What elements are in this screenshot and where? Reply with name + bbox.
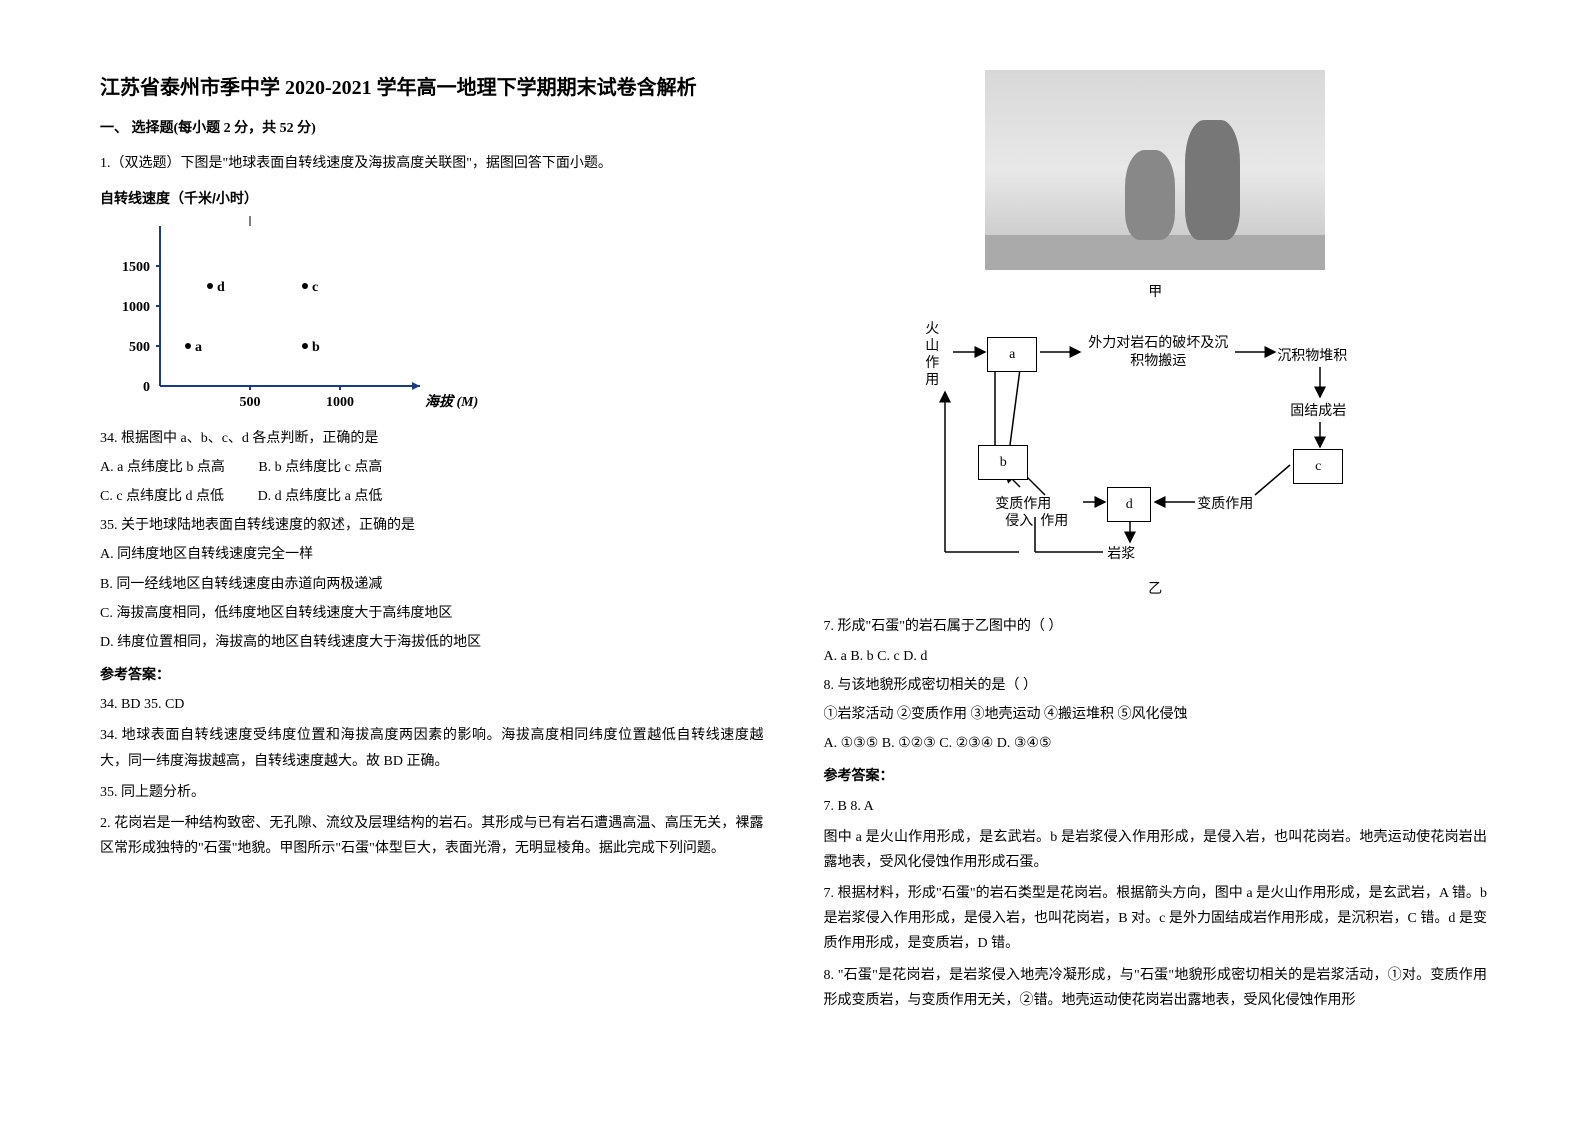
- q2-explain-p3: 8. "石蛋"是花岗岩，是岩浆侵入地壳冷凝形成，与"石蛋"地貌形成密切相关的是岩…: [824, 963, 1488, 1013]
- caption-yi: 乙: [824, 577, 1488, 602]
- q34-opt-b: B. b 点纬度比 c 点高: [258, 455, 382, 480]
- rock-2: [1185, 120, 1240, 240]
- q8-list: ①岩浆活动 ②变质作用 ③地壳运动 ④搬运堆积 ⑤风化侵蚀: [824, 702, 1488, 727]
- caption-jia: 甲: [824, 280, 1488, 305]
- label-metam-right: 变质作用: [1197, 492, 1253, 517]
- photo-ground: [985, 235, 1325, 270]
- svg-text:海拔 (M): 海拔 (M): [425, 393, 478, 410]
- label-action: 作用: [1040, 509, 1068, 534]
- q35-opt-c: C. 海拔高度相同，低纬度地区自转线速度大于高纬度地区: [100, 601, 764, 626]
- box-a: a: [987, 337, 1037, 372]
- left-column: 江苏省泰州市季中学 2020-2021 学年高一地理下学期期末试卷含解析 一、 …: [100, 70, 764, 1082]
- box-c: c: [1293, 449, 1343, 484]
- q34-stem: 34. 根据图中 a、b、c、d 各点判断，正确的是: [100, 426, 764, 451]
- label-consolidate: 固结成岩: [1290, 399, 1346, 424]
- label-sediment: 沉积物堆积: [1277, 344, 1347, 369]
- q34-options-row1: A. a 点纬度比 b 点高 B. b 点纬度比 c 点高: [100, 455, 764, 480]
- q2-explain-p1: 图中 a 是火山作用形成，是玄武岩。b 是岩浆侵入作用形成，是侵入岩，也叫花岗岩…: [824, 825, 1488, 875]
- q1-ans-heading: 参考答案：: [100, 663, 764, 688]
- q35-stem: 35. 关于地球陆地表面自转线速度的叙述，正确的是: [100, 513, 764, 538]
- q34-opt-d: D. d 点纬度比 a 点低: [258, 484, 383, 509]
- q2-ans-heading: 参考答案：: [824, 764, 1488, 789]
- q7-opts: A. a B. b C. c D. d: [824, 644, 1488, 669]
- svg-text:1500: 1500: [122, 260, 150, 275]
- q1-explain35: 35. 同上题分析。: [100, 780, 764, 805]
- svg-text:500: 500: [129, 340, 150, 355]
- q35-opt-a: A. 同纬度地区自转线速度完全一样: [100, 542, 764, 567]
- svg-text:b: b: [312, 340, 320, 355]
- svg-text:d: d: [217, 280, 225, 295]
- svg-text:0: 0: [143, 380, 150, 395]
- q1-ans-line: 34. BD 35. CD: [100, 692, 764, 717]
- q34-options-row2: C. c 点纬度比 d 点低 D. d 点纬度比 a 点低: [100, 484, 764, 509]
- label-intrude: 侵入: [1005, 509, 1033, 534]
- svg-text:1000: 1000: [122, 300, 150, 315]
- q1-intro: 1.（双选题）下图是"地球表面自转线速度及海拔高度关联图"，据图回答下面小题。: [100, 151, 764, 176]
- svg-text:1000: 1000: [326, 395, 354, 410]
- q7-stem: 7. 形成"石蛋"的岩石属于乙图中的（ ）: [824, 614, 1488, 639]
- chart-ylabel: 自转线速度（千米/小时）: [100, 186, 764, 211]
- photo-jia: [985, 70, 1325, 270]
- doc-title: 江苏省泰州市季中学 2020-2021 学年高一地理下学期期末试卷含解析: [100, 70, 764, 106]
- rotation-speed-chart: 0 500 1000 1500 500 1000 海拔 (M) a b c d: [100, 216, 480, 416]
- section-heading: 一、 选择题(每小题 2 分，共 52 分): [100, 116, 764, 141]
- svg-text:a: a: [195, 340, 202, 355]
- q8-stem: 8. 与该地貌形成密切相关的是（ ）: [824, 673, 1488, 698]
- q34-opt-a: A. a 点纬度比 b 点高: [100, 455, 225, 480]
- q35-opt-d: D. 纬度位置相同，海拔高的地区自转线速度大于海拔低的地区: [100, 630, 764, 655]
- rock-1: [1125, 150, 1175, 240]
- box-b: b: [978, 445, 1028, 480]
- q2-ans-line: 7. B 8. A: [824, 794, 1488, 819]
- right-column: 甲 火山作用: [824, 70, 1488, 1082]
- svg-text:c: c: [312, 280, 318, 295]
- q34-opt-c: C. c 点纬度比 d 点低: [100, 484, 224, 509]
- box-d: d: [1107, 487, 1151, 522]
- q1-explain34: 34. 地球表面自转线速度受纬度位置和海拔高度两因素的影响。海拔高度相同纬度位置…: [100, 723, 764, 773]
- label-top: 外力对岩石的破坏及沉积物搬运: [1083, 335, 1233, 371]
- chart-svg: 0 500 1000 1500 500 1000 海拔 (M) a b c d: [100, 216, 480, 416]
- svg-text:500: 500: [240, 395, 261, 410]
- label-magma: 岩浆: [1107, 542, 1135, 567]
- q35-opt-b: B. 同一经线地区自转线速度由赤道向两极递减: [100, 572, 764, 597]
- q2-intro: 2. 花岗岩是一种结构致密、无孔隙、流纹及层理结构的岩石。其形成与已有岩石遭遇高…: [100, 811, 764, 861]
- q8-opts: A. ①③⑤ B. ①②③ C. ②③④ D. ③④⑤: [824, 731, 1488, 756]
- q2-explain-p2: 7. 根据材料，形成"石蛋"的岩石类型是花岗岩。根据箭头方向，图中 a 是火山作…: [824, 881, 1488, 957]
- rock-cycle-diagram: 火山作用: [925, 317, 1385, 567]
